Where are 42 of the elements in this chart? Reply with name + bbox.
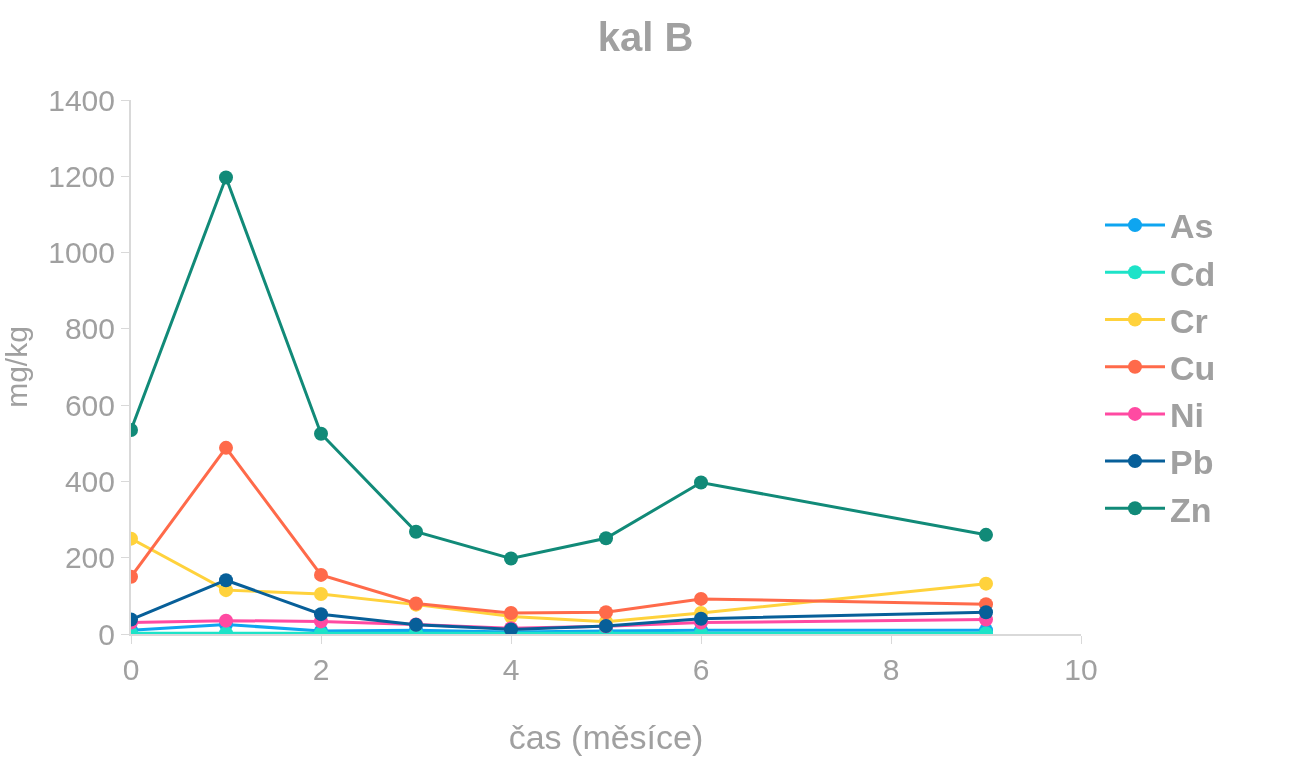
point <box>504 551 518 566</box>
legend-label: Zn <box>1170 490 1212 529</box>
x-tick-label: 6 <box>692 653 710 686</box>
point <box>409 524 423 539</box>
y-tick-label: 400 <box>64 464 115 498</box>
y-tick-label: 1000 <box>48 236 115 270</box>
point <box>694 475 708 490</box>
point <box>979 605 993 620</box>
point <box>219 573 233 588</box>
y-tick-label: 200 <box>64 541 115 575</box>
x-tick-label: 0 <box>122 653 140 686</box>
point <box>314 586 328 601</box>
legend-label: Cu <box>1170 348 1216 387</box>
point <box>219 440 233 455</box>
y-tick-label: 1200 <box>48 159 115 193</box>
y-tick-label: 1400 <box>48 83 115 117</box>
point <box>314 607 328 622</box>
point <box>979 527 993 542</box>
point <box>979 576 993 591</box>
y-axis-title: mg/kg <box>0 326 33 408</box>
legend-label: As <box>1170 207 1214 246</box>
y-tick-label: 800 <box>64 312 115 346</box>
x-axis-title: čas (měsíce) <box>508 717 704 756</box>
x-tick-label: 10 <box>1064 653 1098 686</box>
y-tick-label: 600 <box>64 388 115 422</box>
point <box>599 605 613 620</box>
x-tick-label: 2 <box>312 653 330 686</box>
point <box>599 531 613 546</box>
point <box>694 611 708 626</box>
y-tick-label: 0 <box>98 617 115 651</box>
x-tick-label: 8 <box>882 653 900 686</box>
legend-label: Pb <box>1170 443 1214 482</box>
point <box>219 613 233 628</box>
legend-label: Ni <box>1170 396 1204 435</box>
point <box>694 591 708 606</box>
x-tick-label: 4 <box>502 653 520 686</box>
point <box>314 426 328 441</box>
legend-label: Cr <box>1170 301 1208 340</box>
chart-title: kal B <box>597 14 694 59</box>
legend-label: Cd <box>1170 254 1216 293</box>
point <box>219 170 233 185</box>
point <box>314 567 328 582</box>
